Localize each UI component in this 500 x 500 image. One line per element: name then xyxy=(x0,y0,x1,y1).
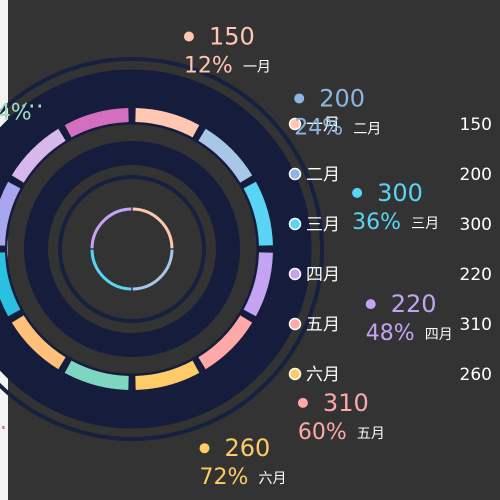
callout-value: … xyxy=(0,407,7,435)
callout-percent: 48% xyxy=(366,321,415,346)
callout-percent: 24% xyxy=(294,115,343,140)
legend-value: 300 xyxy=(460,215,492,235)
callout-name: 一月 xyxy=(243,59,271,75)
callout-percent: 84% xyxy=(0,100,32,125)
ring-segment xyxy=(0,252,21,317)
legend-marker xyxy=(288,217,302,231)
ring-segment xyxy=(0,181,21,246)
inner-ring-segment xyxy=(90,207,132,249)
ring-segment xyxy=(64,360,129,390)
legend-label: 四月 xyxy=(306,265,340,285)
callout-value: 150 xyxy=(209,22,255,50)
ring-segment xyxy=(11,128,66,183)
center-ring-outline xyxy=(58,175,206,323)
outer-ring-outline xyxy=(0,57,324,441)
legend-value: 150 xyxy=(460,115,492,135)
callout-value: 300 xyxy=(377,179,423,207)
ring-segment xyxy=(11,315,66,370)
callout-dot xyxy=(297,397,308,408)
outer-segment-ring xyxy=(0,108,273,390)
legend-label: 一月 xyxy=(306,115,340,135)
ring-segment xyxy=(243,181,273,246)
ring-segment xyxy=(135,108,200,138)
callout-dot xyxy=(294,93,305,104)
legend-label: 五月 xyxy=(306,315,340,335)
legend-label: 六月 xyxy=(306,365,340,385)
legend-marker xyxy=(288,117,302,131)
legend-value: 220 xyxy=(460,265,492,285)
callout-name: 四月 xyxy=(425,327,453,343)
callout-percent: 72% xyxy=(200,465,249,490)
callout-dot xyxy=(183,31,194,42)
legend-value: 310 xyxy=(460,315,492,335)
callout-percent: 12% xyxy=(184,53,233,78)
callout-percent: 60% xyxy=(298,420,347,445)
legend-marker xyxy=(288,167,302,181)
callout-value: … xyxy=(20,85,44,113)
legend-value: 260 xyxy=(460,365,492,385)
ring-segment xyxy=(198,315,253,370)
inner-ring-segment xyxy=(132,207,174,249)
callout-value: 260 xyxy=(225,434,271,462)
ring-segment xyxy=(198,128,253,183)
legend: 一月 150 二月 200 三月 300 四月 220 五月 310 六月 260 xyxy=(288,115,492,385)
ring-segment xyxy=(243,252,273,317)
legend-label: 三月 xyxy=(306,215,340,235)
dark-ring-band xyxy=(0,69,312,429)
inner-ring-segment xyxy=(132,249,174,291)
callout-name: 五月 xyxy=(357,426,385,442)
callout-value: 220 xyxy=(391,290,437,318)
legend-value: 200 xyxy=(460,165,492,185)
callout-dot xyxy=(365,299,376,310)
inner-segment-ring xyxy=(90,207,174,291)
inner-ring-segment xyxy=(90,249,132,291)
callout-value: 200 xyxy=(319,84,365,112)
legend-marker xyxy=(288,317,302,331)
legend-marker xyxy=(288,367,302,381)
callout-dot xyxy=(199,443,210,454)
callout-name: 六月 xyxy=(259,471,287,487)
inner-dark-ring xyxy=(24,141,240,357)
callout-percent: 36% xyxy=(352,210,401,235)
callout-value: 310 xyxy=(323,389,369,417)
callout-name: 二月 xyxy=(353,121,381,137)
callout-name: 三月 xyxy=(411,216,439,232)
ring-segment xyxy=(135,360,200,390)
legend-marker xyxy=(288,267,302,281)
partial-labels: ……84% xyxy=(0,85,44,435)
legend-label: 二月 xyxy=(306,165,340,185)
callout-labels: 150 12% 一月 200 24% 二月 300 36% 三月 220 48% 四月 310 60% 五月… xyxy=(183,22,453,490)
ring-segment xyxy=(64,108,129,138)
callout-dot xyxy=(352,187,363,198)
